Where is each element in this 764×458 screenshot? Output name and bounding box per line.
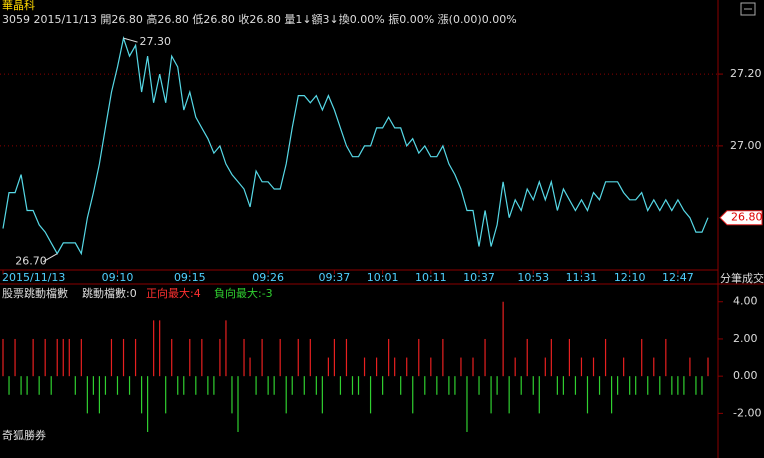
x-tick-label: 2015/11/13 [2,271,65,284]
x-tick-label: 12:10 [614,271,646,284]
tick-count: 跳動檔數:0 [82,286,137,300]
last-price-box [719,210,763,226]
panel-title: 股票跳動檔數 [2,286,68,300]
x-tick-label: 10:01 [367,271,399,284]
x-tick-label: 10:53 [517,271,549,284]
x-tick-label: 09:10 [102,271,134,284]
x-tick-label: 10:11 [415,271,447,284]
x-tick-label: 12:47 [662,271,694,284]
low-label: 26.70 [15,255,47,268]
y-tick-label: 4.00 [733,295,758,308]
price-line [2,35,709,256]
y-tick-label: 2.00 [733,332,758,345]
x-tick-label: 09:37 [319,271,351,284]
stock-name: 華晶科 [2,0,35,12]
last-price-label: 26.80 [731,211,763,224]
x-tick-label: 10:37 [463,271,495,284]
x-axis-label: 分筆成交 [720,271,764,285]
y-tick-label: 27.00 [730,139,762,152]
quote-info: 3059 2015/11/13 開26.80 高26.80 低26.80 收26… [2,12,517,26]
max-up: 正向最大:4 [146,286,201,300]
x-tick-label: 11:31 [566,271,598,284]
low-pointer [42,253,58,263]
x-tick-label: 09:15 [174,271,206,284]
high-label: 27.30 [140,35,172,48]
max-down: 負向最大:-3 [214,286,273,300]
window-button[interactable] [740,2,756,16]
footer: 奇狐勝券 [2,428,46,442]
y-tick-label: -2.00 [733,406,761,419]
x-tick-label: 09:26 [252,271,284,284]
y-tick-label: 0.00 [733,369,758,382]
high-pointer [123,37,138,43]
y-tick-label: 27.20 [730,67,762,80]
